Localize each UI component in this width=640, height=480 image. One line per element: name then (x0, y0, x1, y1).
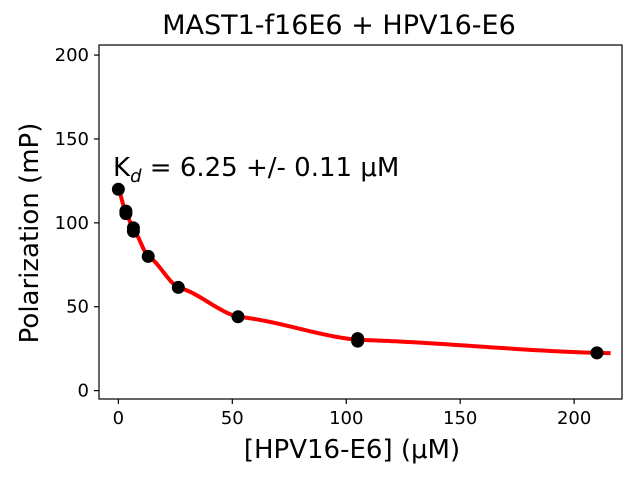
data-point (111, 182, 125, 196)
data-point (590, 346, 604, 360)
data-point (141, 249, 155, 263)
data-point (126, 224, 140, 238)
y-axis: 0 50 100 150 200 (55, 45, 99, 402)
data-point (171, 280, 185, 294)
fit-curve (116, 188, 611, 356)
data-point (231, 310, 245, 324)
x-tick-label: 100 (329, 408, 363, 429)
kd-prefix: K (113, 153, 131, 183)
x-tick-label: 0 (113, 408, 124, 429)
fit-layer (116, 188, 611, 356)
x-tick-label: 50 (221, 408, 244, 429)
kd-value: = 6.25 +/- 0.11 μM (142, 153, 400, 183)
kd-annotation: Kd = 6.25 +/- 0.11 μM (113, 153, 399, 187)
data-points (111, 182, 604, 360)
x-axis-label: [HPV16-E6] (μM) (244, 435, 460, 465)
y-tick-label: 50 (66, 297, 89, 318)
y-axis-label: Polarization (mP) (15, 123, 45, 344)
y-tick-label: 100 (55, 213, 89, 234)
x-tick-label: 200 (557, 408, 591, 429)
x-axis: 0 50 100 150 200 (113, 399, 591, 429)
plot-frame (98, 44, 623, 400)
x-tick-label: 150 (443, 408, 477, 429)
data-point (351, 334, 365, 348)
chart-title: MAST1-f16E6 + HPV16-E6 (162, 10, 516, 41)
y-tick-label: 150 (55, 129, 89, 150)
kd-subscript: d (130, 166, 142, 187)
y-tick-label: 0 (78, 381, 89, 402)
data-point (119, 207, 133, 221)
y-tick-label: 200 (55, 45, 89, 66)
